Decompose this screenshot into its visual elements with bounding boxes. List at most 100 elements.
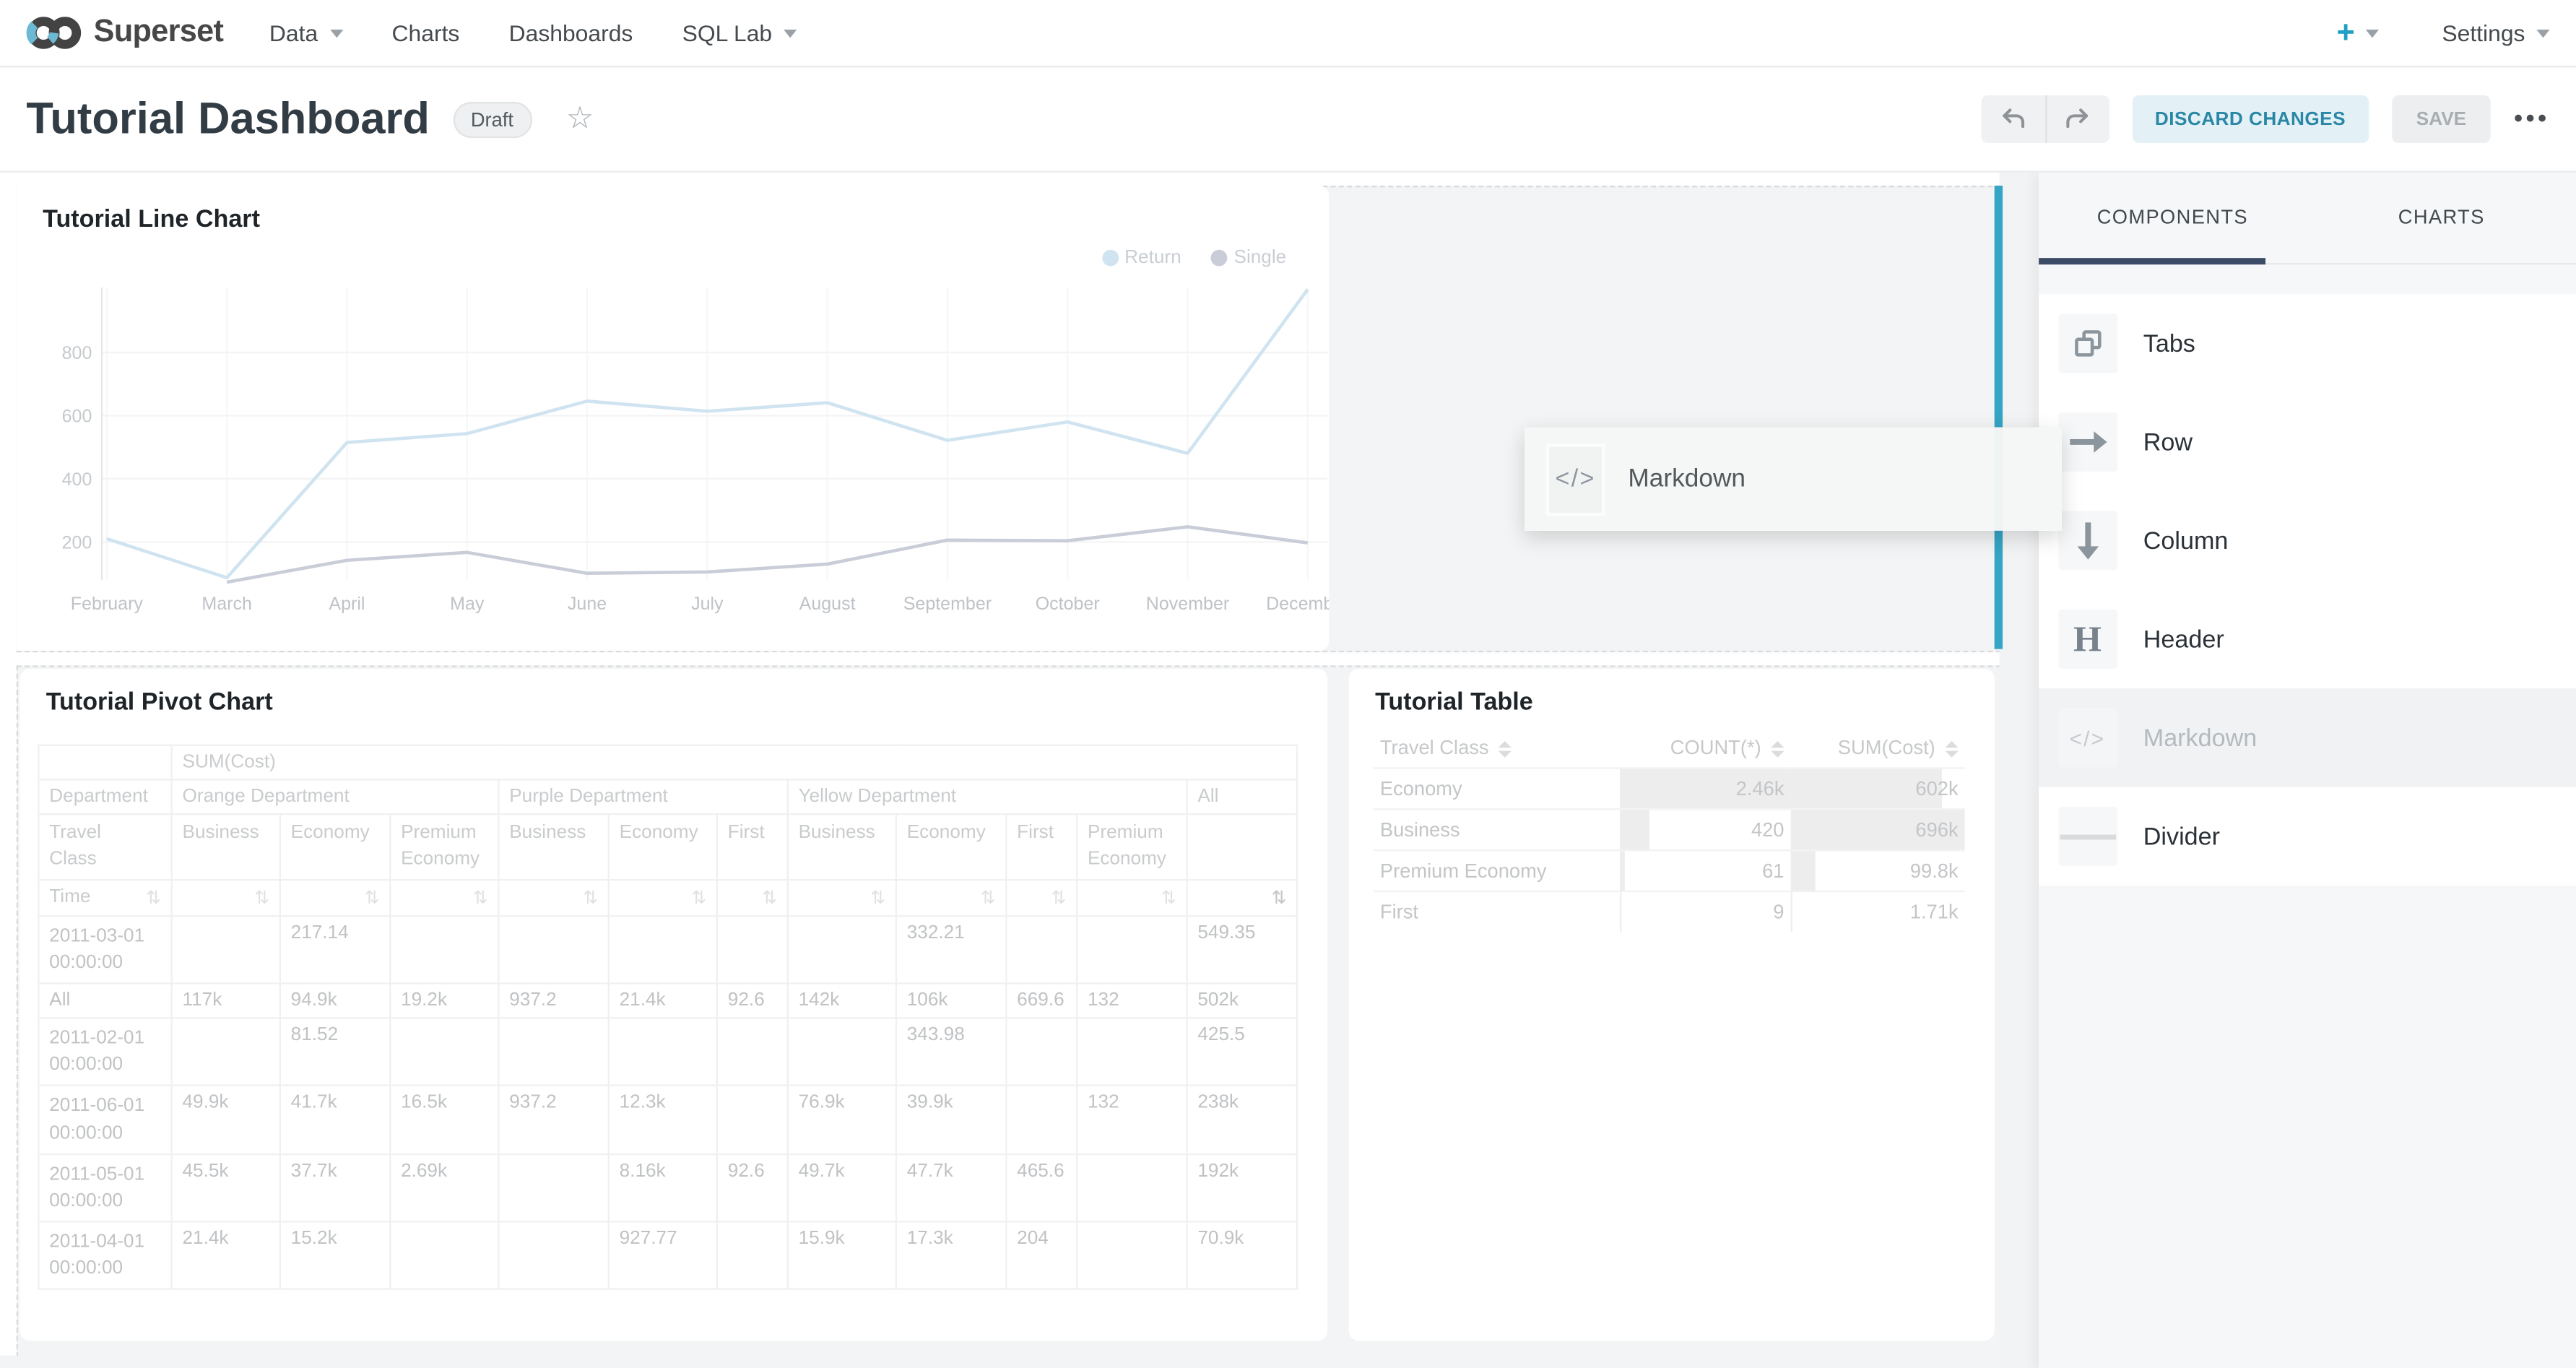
- nav-item-sql-lab[interactable]: SQL Lab: [682, 20, 797, 46]
- sort-icon: ⇅: [254, 887, 270, 909]
- favorite-star-icon[interactable]: ☆: [565, 102, 594, 137]
- component-item-row[interactable]: Row: [2038, 393, 2576, 491]
- component-item-markdown[interactable]: </> Markdown: [2038, 688, 2576, 787]
- pivot-metric-row: SUM(Cost): [38, 744, 1298, 781]
- column-header[interactable]: COUNT(*): [1620, 731, 1791, 768]
- settings-label: Settings: [2442, 20, 2525, 46]
- sort-icon: ⇅: [364, 887, 380, 909]
- component-label: Divider: [2143, 822, 2220, 851]
- svg-text:April: April: [329, 594, 365, 614]
- svg-text:600: 600: [62, 407, 92, 427]
- svg-text:December: December: [1266, 594, 1329, 614]
- legend-item[interactable]: Single: [1210, 248, 1287, 268]
- canvas-gutter: [1998, 172, 2039, 1368]
- nav-item-dashboards[interactable]: Dashboards: [508, 20, 633, 46]
- component-label: Markdown: [2143, 724, 2258, 752]
- row-icon: [2057, 412, 2117, 472]
- table-header-row: Travel Class COUNT(*) SUM(Cost): [1374, 731, 1965, 768]
- pivot-travel-class-row: Travel Class Business Economy Premium Econom…: [38, 813, 1298, 881]
- dashboard-row-1[interactable]: Tutorial Line Chart Return Single 200 400 6…: [16, 186, 2001, 653]
- component-item-column[interactable]: Column: [2038, 491, 2576, 589]
- undo-icon: [2002, 108, 2024, 129]
- component-item-divider[interactable]: Divider: [2038, 787, 2576, 886]
- sort-icon: [1499, 740, 1512, 758]
- pivot-data-row: 2011-06-01 00:00:00 49.9k 41.7k 16.5k 937.2 12…: [38, 1085, 1298, 1155]
- page-title[interactable]: Tutorial Dashboard: [26, 93, 430, 143]
- svg-text:400: 400: [62, 469, 92, 490]
- drop-indicator: [1994, 186, 2003, 649]
- table-chart-card[interactable]: Tutorial Table Travel Class COUNT(*) SUM(C…: [1348, 668, 1995, 1341]
- chevron-down-icon: [329, 28, 343, 38]
- table-row: Business 420 696k: [1373, 808, 1965, 851]
- component-item-header[interactable]: H Header: [2038, 590, 2576, 688]
- redo-icon: [2066, 108, 2089, 129]
- legend-item[interactable]: Return: [1101, 248, 1181, 268]
- line-chart: 200 400 600 800 February March April May June Jul…: [62, 287, 1329, 614]
- pivot-data-row: 2011-03-01 00:00:00 217.14 332.21 549.35: [38, 915, 1298, 985]
- save-button[interactable]: SAVE: [2391, 95, 2492, 143]
- component-label: Tabs: [2143, 329, 2195, 358]
- component-list: Tabs Row Column H Header </> Markdown Divider: [2038, 294, 2576, 886]
- nav-item-data[interactable]: Data: [269, 20, 343, 46]
- pivot-data-row: 2011-02-01 00:00:00 81.52 343.98 425.5: [38, 1017, 1298, 1087]
- status-badge: Draft: [452, 100, 532, 137]
- pivot-chart-card[interactable]: Tutorial Pivot Chart SUM(Cost) Department…: [19, 668, 1328, 1341]
- markdown-icon: </>: [2057, 708, 2117, 768]
- pivot-data-row: 2011-04-01 00:00:00 21.4k 15.2k 927.77 15.9k 1…: [38, 1220, 1298, 1290]
- divider-icon: [2057, 806, 2117, 866]
- column-header[interactable]: SUM(Cost): [1791, 731, 1965, 768]
- ghost-icon-box: </>: [1545, 443, 1605, 516]
- svg-text:November: November: [1146, 594, 1229, 614]
- pivot-table: SUM(Cost) Department Orange Department Purp…: [38, 744, 1298, 1290]
- dashboard-canvas: Tutorial Line Chart Return Single 200 400 6…: [0, 172, 2039, 1368]
- undo-redo-group: [1980, 95, 2109, 143]
- builder-tabs: COMPONENTS CHARTS: [2038, 173, 2576, 267]
- superset-brand[interactable]: Superset: [26, 14, 224, 51]
- top-navbar: Superset Data Charts Dashboards SQL Lab + S…: [0, 0, 2576, 68]
- brand-name: Superset: [93, 14, 224, 50]
- empty-drop-area: [0, 1355, 2039, 1368]
- new-item-button[interactable]: +: [2337, 17, 2380, 48]
- table-row: First 9 1.71k: [1373, 891, 1965, 932]
- svg-text:October: October: [1036, 594, 1100, 614]
- nav-item-charts[interactable]: Charts: [391, 20, 460, 46]
- sort-icon: ⇅: [762, 887, 778, 909]
- more-menu-icon[interactable]: •••: [2514, 105, 2550, 134]
- legend-dot-icon: [1101, 249, 1119, 267]
- discard-changes-button[interactable]: DISCARD CHANGES: [2132, 95, 2369, 143]
- svg-text:August: August: [799, 594, 856, 614]
- column-icon: [2057, 511, 2117, 571]
- nav-right: + Settings: [2337, 17, 2550, 48]
- svg-text:800: 800: [62, 343, 92, 363]
- tab-components[interactable]: COMPONENTS: [2096, 205, 2249, 229]
- settings-menu[interactable]: Settings: [2442, 20, 2550, 46]
- sort-icon: ⇅: [583, 887, 599, 909]
- dashboard-header: Tutorial Dashboard Draft ☆ DISCARD CHANG…: [0, 67, 2576, 173]
- svg-text:July: July: [691, 594, 724, 614]
- undo-button[interactable]: [1981, 95, 2045, 143]
- component-item-tabs[interactable]: Tabs: [2038, 294, 2576, 392]
- table-row: Economy 2.46k 602k: [1373, 767, 1965, 810]
- legend-label: Single: [1233, 248, 1287, 268]
- tab-charts[interactable]: CHARTS: [2398, 205, 2485, 229]
- redo-button[interactable]: [2044, 95, 2109, 143]
- chevron-down-icon: [2366, 28, 2380, 38]
- column-header[interactable]: Travel Class: [1374, 731, 1620, 768]
- component-label: Header: [2143, 625, 2224, 654]
- sort-icon: ⇅: [1161, 887, 1176, 909]
- pivot-data-row: All 117k 94.9k 19.2k 937.2 21.4k 92.6 142k 106k 6…: [38, 982, 1298, 1019]
- drag-ghost-markdown[interactable]: </> Markdown: [1525, 427, 2062, 531]
- tab-baseline: [2038, 262, 2576, 265]
- svg-text:September: September: [903, 594, 992, 614]
- data-table: Travel Class COUNT(*) SUM(Cost) Economy 2.46…: [1373, 731, 1965, 932]
- svg-text:June: June: [568, 594, 607, 614]
- component-label: Column: [2143, 527, 2229, 555]
- dashboard-row-2[interactable]: Tutorial Pivot Chart SUM(Cost) Department…: [16, 665, 2001, 1358]
- chart-title: Tutorial Table: [1375, 688, 1533, 717]
- legend-dot-icon: [1210, 249, 1228, 267]
- ghost-label: Markdown: [1628, 464, 1746, 493]
- line-chart-card[interactable]: Tutorial Line Chart Return Single 200 400 6…: [16, 186, 1330, 651]
- table-row: Premium Economy 61 99.8k: [1373, 849, 1965, 892]
- sort-icon: ⇅: [472, 887, 488, 909]
